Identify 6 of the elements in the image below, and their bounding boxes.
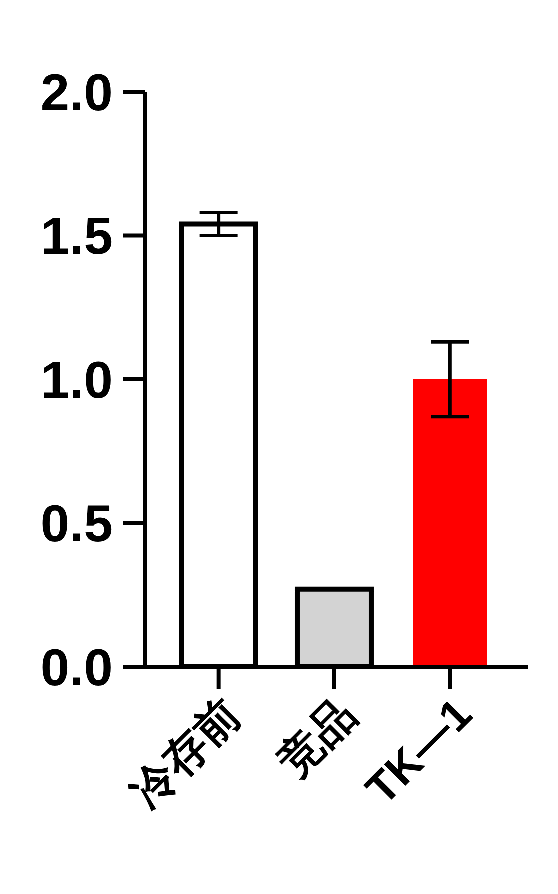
y-tick-label: 1.0 [40, 352, 113, 410]
y-tick-label: 1.5 [40, 208, 113, 266]
x-tick-label: 冷存前 [122, 690, 250, 818]
y-tick-label: 0.5 [40, 496, 113, 554]
y-tick-label: 0.0 [40, 639, 113, 698]
y-tick-label: 2.0 [40, 64, 113, 122]
